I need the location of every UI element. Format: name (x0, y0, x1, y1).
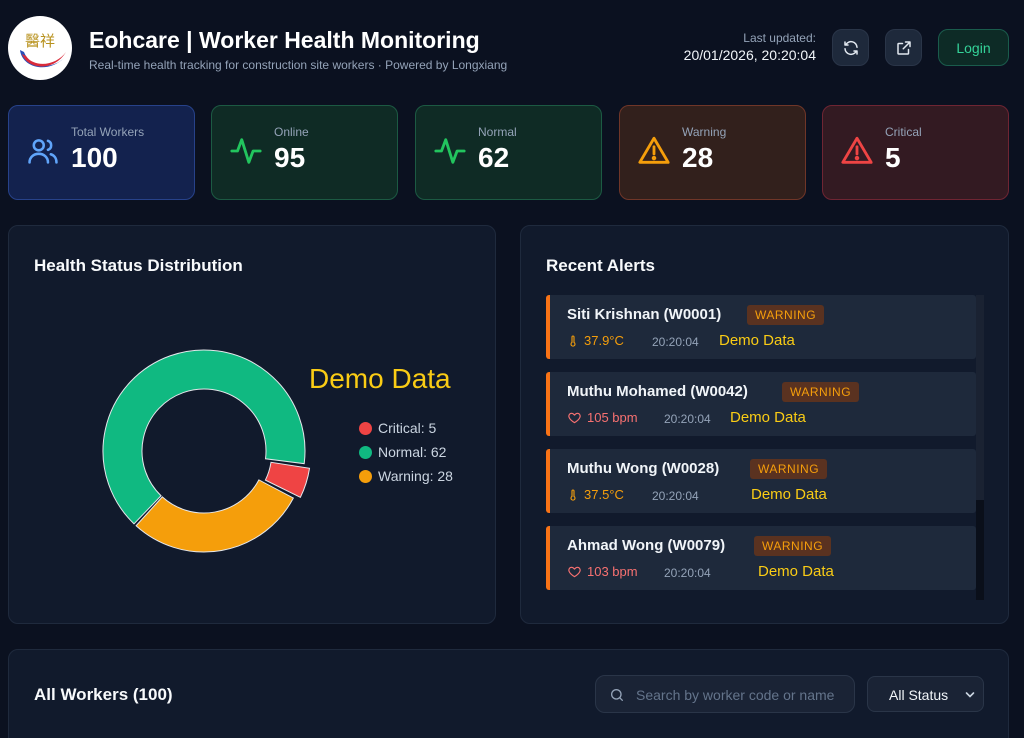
heart-icon (568, 412, 581, 423)
donut-slice-normal[interactable] (102, 349, 306, 525)
alert-worker-name: Ahmad Wong (W0079) (567, 537, 726, 554)
panel-title: All Workers (100) (34, 685, 173, 704)
alert-metric-value: 37.5°C (584, 487, 624, 502)
alert-time: 20:20:04 (664, 412, 711, 426)
stat-card-online: Online 95 (211, 105, 398, 200)
alert-time: 20:20:04 (652, 489, 699, 503)
alert-metric: 105 bpm (567, 410, 638, 425)
refresh-icon (843, 40, 858, 55)
alert-item[interactable]: Muthu Wong (W0028) WARNING 37.5°C 20:20:… (546, 449, 976, 513)
alert-list: Siti Krishnan (W0001) WARNING 37.9°C 20:… (546, 295, 976, 600)
status-badge: WARNING (750, 459, 828, 479)
logo-text: 醫祥 (25, 32, 55, 50)
stat-label: Online (274, 125, 309, 139)
app-header: 醫祥 Eohcare | Worker Health Monitoring Re… (0, 0, 1024, 95)
demo-data-overlay: Demo Data (730, 409, 806, 426)
chart-legend: Critical: 5 Normal: 62 Warning: 28 (359, 416, 453, 488)
health-distribution-panel: Health Status Distribution Demo Data Cri… (8, 225, 496, 624)
warning-triangle-icon (841, 136, 873, 164)
external-link-icon (896, 40, 911, 55)
login-button[interactable]: Login (938, 29, 1009, 66)
legend-item-warning[interactable]: Warning: 28 (359, 464, 453, 488)
alert-metric-value: 105 bpm (587, 410, 638, 425)
panel-title: Health Status Distribution (34, 256, 243, 275)
stat-value: 95 (274, 142, 306, 173)
legend-dot-warning (359, 469, 372, 483)
alert-worker-name: Siti Krishnan (W0001) (567, 306, 722, 323)
stat-label: Normal (478, 125, 517, 139)
stat-card-total-workers: Total Workers 100 (8, 105, 195, 200)
users-icon (28, 139, 58, 164)
alert-worker-name: Muthu Mohamed (W0042) (567, 383, 748, 400)
legend-label: Normal: 62 (378, 444, 447, 460)
alert-item[interactable]: Ahmad Wong (W0079) WARNING 103 bpm 20:20… (546, 526, 976, 590)
alert-time: 20:20:04 (652, 335, 699, 349)
last-updated-label: Last updated: (743, 31, 816, 45)
legend-item-critical[interactable]: Critical: 5 (359, 416, 453, 440)
stat-label: Total Workers (71, 125, 145, 139)
alert-time: 20:20:04 (664, 566, 711, 580)
heart-icon (568, 566, 581, 577)
search-icon (611, 689, 623, 701)
refresh-button[interactable] (832, 29, 869, 66)
alert-metric-value: 37.9°C (584, 333, 624, 348)
alert-metric-value: 103 bpm (587, 564, 638, 579)
stat-value: 5 (885, 142, 901, 173)
legend-item-normal[interactable]: Normal: 62 (359, 440, 453, 464)
activity-icon (230, 138, 262, 164)
search-box[interactable] (595, 675, 855, 713)
last-updated-value: 20/01/2026, 20:20:04 (683, 47, 816, 63)
stat-label: Critical (885, 125, 922, 139)
alerts-scrollbar-thumb[interactable] (976, 295, 984, 500)
warning-triangle-icon (638, 136, 670, 164)
app-subtitle: Real-time health tracking for constructi… (89, 58, 508, 72)
stat-value: 100 (71, 142, 118, 173)
stat-value: 62 (478, 142, 510, 173)
status-filter-value: All Status (889, 687, 949, 703)
status-badge: WARNING (782, 382, 860, 402)
recent-alerts-panel: Recent Alerts Siti Krishnan (W0001) WARN… (520, 225, 1009, 624)
status-filter-select[interactable]: All Status (867, 676, 984, 712)
alert-metric: 37.5°C (567, 487, 624, 502)
donut-slice-critical[interactable] (264, 461, 311, 498)
alert-metric: 103 bpm (567, 564, 638, 579)
all-workers-panel: All Workers (100) All Status (8, 649, 1009, 738)
health-status-donut-chart (102, 349, 311, 553)
alert-item[interactable]: Siti Krishnan (W0001) WARNING 37.9°C 20:… (546, 295, 976, 359)
stat-label: Warning (682, 125, 727, 139)
stat-card-normal: Normal 62 (415, 105, 602, 200)
chevron-down-icon (965, 692, 975, 698)
legend-dot-normal (359, 445, 372, 459)
legend-label: Critical: 5 (378, 420, 437, 436)
thermometer-icon (570, 488, 576, 501)
app-title: Eohcare | Worker Health Monitoring (89, 27, 480, 53)
stat-card-critical: Critical 5 (822, 105, 1009, 200)
status-badge: WARNING (747, 305, 825, 325)
alert-metric: 37.9°C (567, 333, 624, 348)
donut-slice-warning[interactable] (135, 479, 295, 553)
alert-worker-name: Muthu Wong (W0028) (567, 460, 720, 477)
stat-value: 28 (682, 142, 714, 173)
panel-title: Recent Alerts (546, 256, 655, 275)
activity-icon (434, 138, 466, 164)
demo-data-overlay: Demo Data (751, 486, 827, 503)
open-external-button[interactable] (885, 29, 922, 66)
legend-label: Warning: 28 (378, 468, 453, 484)
status-badge: WARNING (754, 536, 832, 556)
stat-card-warning: Warning 28 (619, 105, 806, 200)
thermometer-icon (570, 334, 576, 347)
app-logo: 醫祥 (8, 16, 72, 80)
legend-dot-critical (359, 421, 372, 435)
demo-data-overlay: Demo Data (309, 363, 451, 394)
search-input[interactable] (636, 684, 848, 706)
demo-data-overlay: Demo Data (758, 563, 834, 580)
alert-item[interactable]: Muthu Mohamed (W0042) WARNING 105 bpm 20… (546, 372, 976, 436)
demo-data-overlay: Demo Data (719, 332, 795, 349)
